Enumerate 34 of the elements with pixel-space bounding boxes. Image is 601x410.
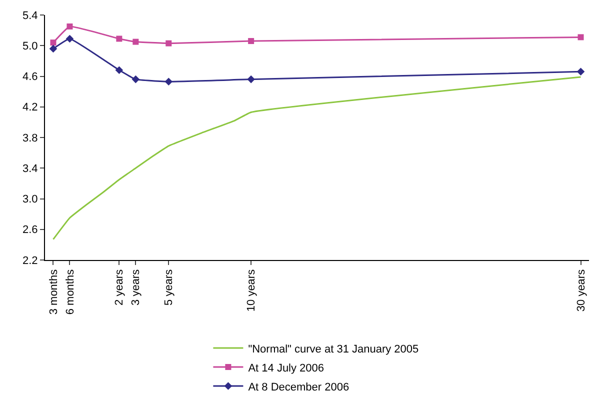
x-tick-label: 3 months <box>48 268 60 315</box>
y-tick-label: 3.4 <box>22 162 38 175</box>
y-tick-label: 4.2 <box>22 102 38 114</box>
point <box>166 40 172 46</box>
point <box>66 34 74 43</box>
y-tick-label: 3.8 <box>22 132 38 144</box>
point <box>66 23 73 30</box>
point <box>247 75 255 84</box>
y-tick-label: 5.0 <box>22 40 38 52</box>
point <box>576 68 585 76</box>
y-tick-label: 5.4 <box>22 10 38 22</box>
point <box>578 34 584 40</box>
point <box>50 40 56 46</box>
x-tick-label: 30 years <box>575 268 588 312</box>
point <box>115 66 124 74</box>
y-tick-label: 2.6 <box>22 224 38 236</box>
point <box>164 78 173 86</box>
y-tick-label: 4.6 <box>22 71 38 84</box>
point <box>248 38 254 44</box>
legend-label: "Normal" curve at 31 January 2005 <box>248 343 419 356</box>
x-tick-label: 5 years <box>163 268 176 306</box>
point <box>116 36 122 42</box>
x-tick-label: 2 years <box>114 268 126 306</box>
y-tick-label: 2.2 <box>22 254 38 267</box>
legend-label: At 14 July 2006 <box>248 362 324 374</box>
x-tick-label: 3 years <box>130 268 142 306</box>
point <box>49 44 58 53</box>
line-series <box>52 76 582 240</box>
x-tick-label: 10 years <box>246 268 258 312</box>
point <box>132 38 139 45</box>
legend-label: At 8 December 2006 <box>248 381 350 394</box>
point <box>132 75 140 84</box>
x-tick-label: 6 months <box>64 268 76 315</box>
y-tick-label: 3.0 <box>22 194 38 206</box>
